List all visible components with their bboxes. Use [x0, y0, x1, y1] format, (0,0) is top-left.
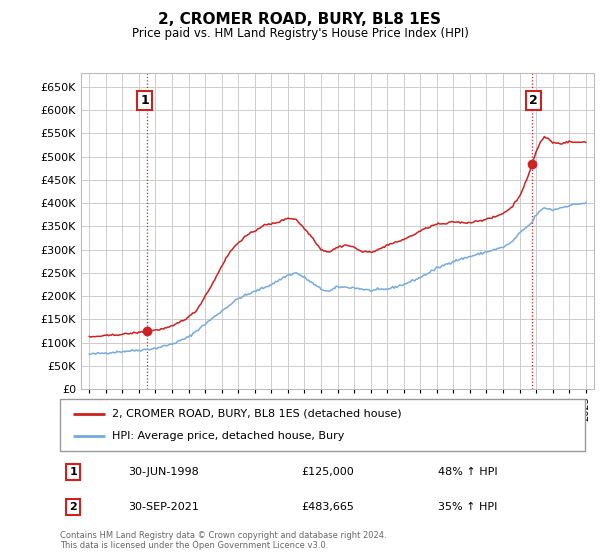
Text: HPI: Average price, detached house, Bury: HPI: Average price, detached house, Bury	[113, 431, 345, 441]
Text: Price paid vs. HM Land Registry's House Price Index (HPI): Price paid vs. HM Land Registry's House …	[131, 27, 469, 40]
Text: 35% ↑ HPI: 35% ↑ HPI	[438, 502, 497, 512]
Text: 1: 1	[140, 94, 149, 107]
Text: £483,665: £483,665	[302, 502, 355, 512]
Text: 48% ↑ HPI: 48% ↑ HPI	[438, 467, 497, 477]
FancyBboxPatch shape	[60, 399, 585, 451]
Text: £125,000: £125,000	[302, 467, 354, 477]
Text: 2, CROMER ROAD, BURY, BL8 1ES: 2, CROMER ROAD, BURY, BL8 1ES	[158, 12, 442, 27]
Text: 2: 2	[529, 94, 538, 107]
Text: Contains HM Land Registry data © Crown copyright and database right 2024.
This d: Contains HM Land Registry data © Crown c…	[60, 531, 386, 550]
Text: 30-SEP-2021: 30-SEP-2021	[128, 502, 199, 512]
Text: 1: 1	[69, 467, 77, 477]
Text: 30-JUN-1998: 30-JUN-1998	[128, 467, 199, 477]
Text: 2: 2	[69, 502, 77, 512]
Text: 2, CROMER ROAD, BURY, BL8 1ES (detached house): 2, CROMER ROAD, BURY, BL8 1ES (detached …	[113, 409, 402, 419]
